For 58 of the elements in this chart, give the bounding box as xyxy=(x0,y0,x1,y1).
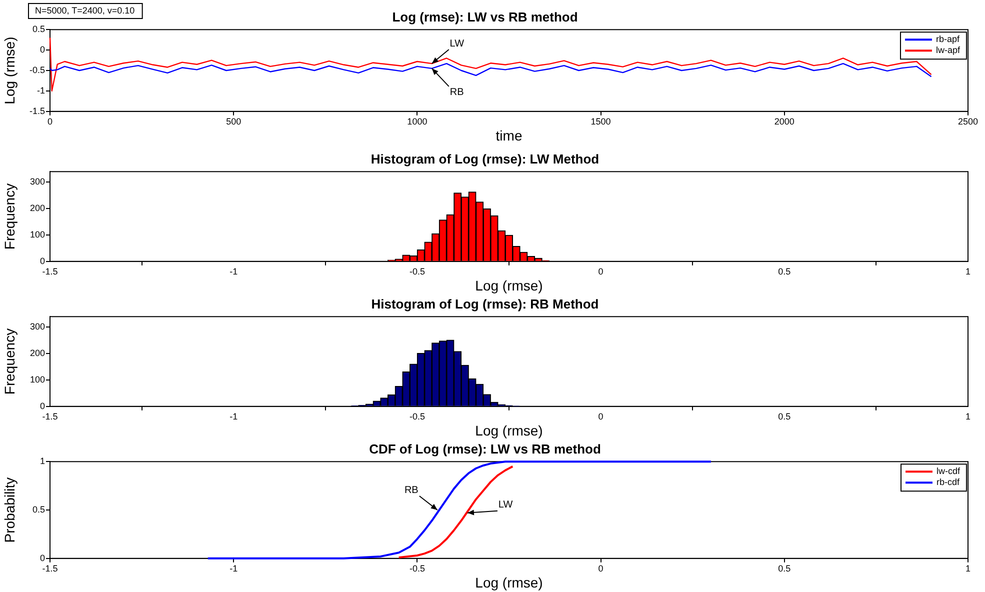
y-tick-label: 200 xyxy=(30,203,45,214)
legend-label: lw-apf xyxy=(936,45,960,56)
x-tick-label: 0 xyxy=(47,116,53,126)
annotation: RB xyxy=(450,87,464,98)
x-axis-title: Log (rmse) xyxy=(475,574,543,590)
x-tick-label: 1000 xyxy=(407,116,428,126)
y-tick-label: 0.5 xyxy=(32,504,45,514)
y-tick-label: 300 xyxy=(30,322,45,332)
chart-title: Histogram of Log (rmse): LW Method xyxy=(370,151,600,166)
x-tick-label: -0.5 xyxy=(409,266,425,276)
x-axis-title: Log (rmse) xyxy=(475,422,543,438)
x-tick-label: 0 xyxy=(598,266,604,276)
y-tick-label: 1 xyxy=(40,456,45,466)
x-tick-label: 500 xyxy=(226,116,242,126)
annotation: RB xyxy=(404,484,419,496)
x-tick-label: 1 xyxy=(965,563,971,574)
y-tick-label: 100 xyxy=(30,229,45,240)
x-tick-label: 2000 xyxy=(774,116,794,126)
x-tick-label: 1500 xyxy=(590,116,611,126)
text: N=5000, T=2400, v=0.10 xyxy=(35,5,135,16)
x-tick-label: -1 xyxy=(230,266,238,276)
y-tick-label: 0 xyxy=(40,552,45,563)
y-tick-label: -1.5 xyxy=(29,106,45,116)
x-tick-label: -1 xyxy=(230,563,238,574)
annotation: LW xyxy=(450,38,465,50)
x-tick-label: 1 xyxy=(965,266,971,276)
y-tick-label: -1 xyxy=(36,85,45,96)
x-tick-label: 0.5 xyxy=(778,411,791,422)
y-tick-label: 0 xyxy=(40,400,45,411)
x-axis-title: time xyxy=(496,127,522,144)
y-tick-label: 300 xyxy=(30,176,45,187)
x-tick-label: 0 xyxy=(598,411,604,422)
y-tick-label: 0 xyxy=(40,44,45,55)
chart-title: CDF of Log (rmse): LW vs RB method xyxy=(369,441,601,456)
x-tick-label: 2500 xyxy=(958,116,978,126)
x-tick-label: -0.5 xyxy=(409,411,425,422)
y-tick-label: 100 xyxy=(30,374,45,384)
chart-title: Log (rmse): LW vs RB method xyxy=(392,9,578,24)
y-tick-label: 200 xyxy=(30,348,45,358)
y-axis-title: Frequency xyxy=(1,328,18,395)
annotation: LW xyxy=(498,500,514,511)
y-axis-title: Log (rmse) xyxy=(1,36,18,104)
legend-label: lw-cdf xyxy=(936,466,960,476)
x-tick-label: 1 xyxy=(965,411,971,422)
legend-label: rb-cdf xyxy=(936,477,960,488)
legend-label: rb-apf xyxy=(936,34,960,44)
x-tick-label: -1 xyxy=(230,411,238,422)
x-axis-title: Log (rmse) xyxy=(475,277,543,294)
x-tick-label: 0 xyxy=(598,563,604,574)
y-axis-title: Frequency xyxy=(1,183,18,250)
x-tick-label: 0.5 xyxy=(778,266,791,276)
chart-title: Histogram of Log (rmse): RB Method xyxy=(371,296,599,312)
x-tick-label: -0.5 xyxy=(409,563,425,574)
y-tick-label: 0 xyxy=(40,256,45,266)
y-tick-label: -0.5 xyxy=(29,64,45,75)
y-axis-title: Probability xyxy=(1,477,18,543)
x-tick-label: 0.5 xyxy=(778,563,791,574)
y-tick-label: 0.5 xyxy=(32,24,45,34)
